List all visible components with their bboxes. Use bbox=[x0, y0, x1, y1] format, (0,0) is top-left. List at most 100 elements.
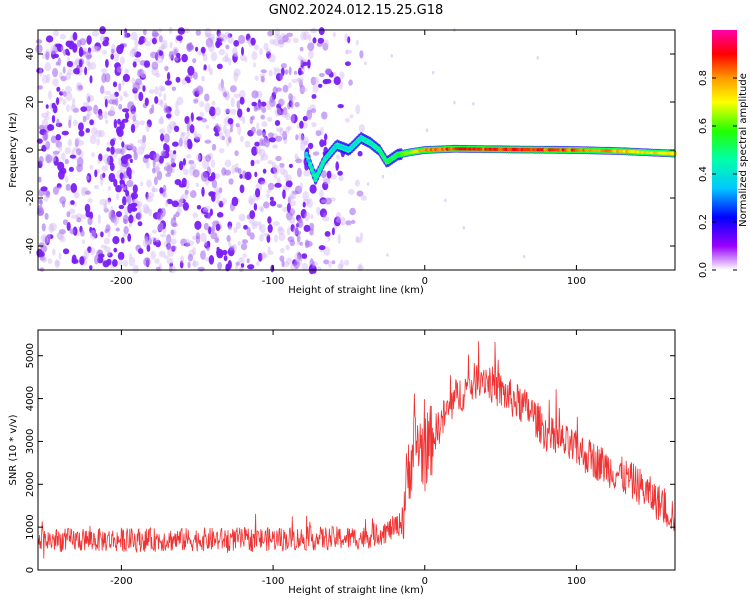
noise-blob bbox=[86, 54, 93, 59]
noise-blob bbox=[150, 51, 158, 59]
noise-blob bbox=[253, 62, 256, 68]
noise-blob bbox=[113, 247, 118, 253]
noise-blob bbox=[227, 221, 233, 229]
noise-blob bbox=[196, 85, 204, 95]
noise-blob bbox=[132, 215, 137, 223]
noise-blob bbox=[102, 260, 110, 268]
noise-blob bbox=[35, 39, 43, 44]
noise-blob bbox=[195, 46, 199, 52]
signal-core bbox=[311, 171, 316, 175]
noise-blob bbox=[312, 37, 317, 44]
noise-blob bbox=[277, 38, 285, 48]
noise-blob bbox=[150, 250, 156, 260]
noise-blob bbox=[74, 59, 80, 65]
noise-blob bbox=[119, 172, 124, 180]
noise-blob bbox=[39, 256, 46, 262]
noise-blob bbox=[254, 75, 259, 81]
spectrogram-xlabel: Height of straight line (km) bbox=[288, 285, 424, 296]
noise-blob bbox=[241, 116, 246, 124]
noise-blob bbox=[145, 159, 150, 170]
signal-core bbox=[331, 147, 336, 151]
noise-blob bbox=[38, 156, 44, 164]
noise-blob bbox=[324, 67, 332, 75]
noise-blob bbox=[137, 139, 144, 144]
noise-blob bbox=[86, 111, 92, 117]
noise-blob bbox=[300, 133, 305, 141]
noise-blob bbox=[214, 132, 220, 137]
noise-blob bbox=[164, 65, 169, 72]
noise-blob bbox=[155, 163, 160, 174]
noise-blob bbox=[115, 185, 122, 193]
noise-blob bbox=[109, 93, 117, 101]
noise-blob bbox=[244, 171, 252, 181]
noise-blob bbox=[156, 55, 164, 64]
noise-blob bbox=[142, 134, 147, 144]
noise-blob bbox=[204, 239, 208, 247]
noise-blob bbox=[113, 219, 118, 227]
noise-blob bbox=[163, 133, 170, 143]
noise-blob bbox=[303, 140, 308, 146]
noise-blob bbox=[230, 108, 237, 115]
noise-blob bbox=[76, 157, 84, 167]
noise-blob bbox=[274, 33, 281, 39]
noise-blob bbox=[275, 127, 283, 132]
noise-blob bbox=[71, 97, 76, 108]
noise-blob bbox=[59, 236, 66, 243]
noise-blob bbox=[83, 102, 89, 107]
noise-blob bbox=[262, 128, 266, 138]
noise-blob bbox=[262, 132, 266, 138]
noise-blob bbox=[295, 134, 299, 141]
noise-blob bbox=[89, 229, 97, 240]
noise-blob bbox=[302, 61, 308, 66]
noise-blob bbox=[258, 221, 262, 230]
noise-blob bbox=[55, 134, 62, 141]
noise-blob bbox=[62, 219, 69, 226]
noise-blob bbox=[89, 226, 93, 234]
noise-blob bbox=[181, 193, 189, 200]
noise-blob bbox=[285, 180, 293, 188]
noise-blob bbox=[130, 31, 138, 41]
noise-blob bbox=[262, 232, 270, 237]
noise-blob bbox=[130, 192, 138, 200]
noise-blob bbox=[47, 258, 53, 264]
noise-blob bbox=[129, 158, 133, 164]
signal-core bbox=[324, 155, 329, 159]
noise-blob bbox=[200, 250, 206, 260]
noise-blob bbox=[228, 178, 234, 185]
noise-blob bbox=[202, 207, 210, 213]
noise-blob bbox=[258, 148, 266, 157]
noise-blob bbox=[151, 61, 159, 70]
noise-blob bbox=[98, 129, 105, 138]
noise-blob bbox=[232, 46, 238, 57]
noise-blob bbox=[366, 182, 370, 186]
noise-blob bbox=[307, 42, 315, 52]
noise-blob bbox=[200, 46, 206, 54]
noise-blob bbox=[133, 151, 138, 161]
noise-blob bbox=[266, 234, 271, 243]
noise-blob bbox=[260, 114, 266, 120]
noise-blob bbox=[210, 232, 218, 240]
noise-blob bbox=[261, 121, 268, 128]
noise-blob bbox=[55, 43, 62, 48]
noise-blob bbox=[301, 253, 308, 259]
noise-blob bbox=[187, 65, 195, 76]
noise-blob bbox=[274, 107, 282, 117]
noise-blob bbox=[169, 51, 175, 59]
noise-blob bbox=[312, 261, 318, 266]
noise-blob bbox=[200, 207, 209, 215]
noise-blob bbox=[251, 90, 259, 99]
noise-blob bbox=[192, 58, 197, 64]
noise-blob bbox=[120, 180, 126, 189]
noise-blob bbox=[221, 135, 226, 141]
noise-blob bbox=[172, 141, 179, 147]
noise-blob bbox=[210, 191, 216, 196]
noise-blob bbox=[245, 33, 251, 42]
noise-blob bbox=[250, 126, 256, 134]
noise-blob bbox=[235, 221, 241, 230]
noise-blob bbox=[75, 148, 82, 156]
noise-blob bbox=[57, 186, 62, 191]
noise-blob bbox=[182, 202, 189, 211]
noise-blob bbox=[93, 232, 98, 239]
signal-core bbox=[379, 152, 384, 156]
noise-blob bbox=[243, 224, 248, 230]
